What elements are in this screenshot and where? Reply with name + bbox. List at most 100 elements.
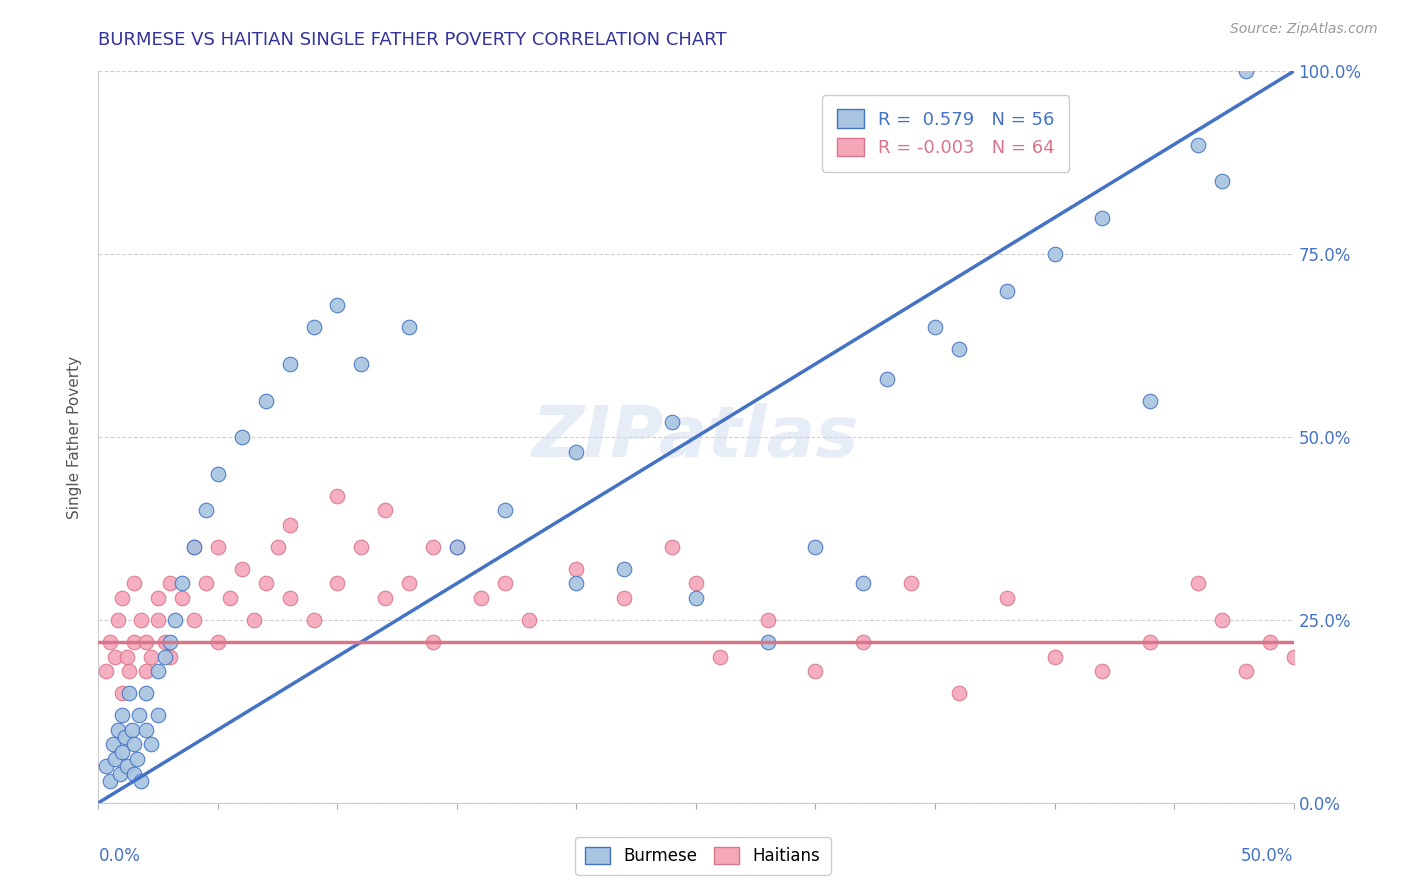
Point (231, 562, 253, 576)
Point (924, 320, 946, 334)
Point (124, 766, 146, 780)
Point (159, 649, 181, 664)
Point (98, 773, 122, 788)
Point (995, 284, 1018, 298)
Point (661, 416, 683, 430)
Point (278, 517, 301, 532)
Point (613, 591, 636, 605)
Point (1211, 174, 1233, 188)
Point (1187, 576, 1209, 591)
Point (876, 371, 898, 385)
Point (183, 540, 205, 554)
Point (1139, 635, 1161, 649)
Point (1258, 635, 1281, 649)
Point (128, 708, 150, 723)
Point (115, 649, 138, 664)
Point (446, 540, 468, 554)
Point (183, 613, 205, 627)
Point (135, 635, 157, 649)
Point (135, 664, 157, 678)
Text: Source: ZipAtlas.com: Source: ZipAtlas.com (1230, 22, 1378, 37)
Point (159, 635, 181, 649)
Point (195, 576, 218, 591)
Point (207, 467, 229, 481)
Point (148, 613, 170, 627)
Point (254, 576, 277, 591)
Point (302, 613, 325, 627)
Point (104, 649, 127, 664)
Point (163, 613, 186, 627)
Point (565, 576, 588, 591)
Point (219, 591, 242, 605)
Point (852, 576, 875, 591)
Point (948, 686, 970, 700)
Point (172, 576, 194, 591)
Point (101, 737, 124, 751)
Point (494, 503, 516, 517)
Point (231, 430, 253, 444)
Point (148, 591, 170, 605)
Point (470, 591, 492, 605)
Point (195, 503, 218, 517)
Point (135, 686, 157, 700)
Point (111, 591, 134, 605)
Point (422, 540, 444, 554)
Text: BURMESE VS HAITIAN SINGLE FATHER POVERTY CORRELATION CHART: BURMESE VS HAITIAN SINGLE FATHER POVERTY… (98, 31, 727, 49)
Point (139, 737, 162, 751)
Point (159, 576, 181, 591)
Point (350, 540, 373, 554)
Text: 0.0%: 0.0% (98, 847, 141, 864)
Point (107, 613, 129, 627)
Point (135, 723, 157, 737)
Point (685, 591, 707, 605)
Point (148, 708, 170, 723)
Point (148, 664, 170, 678)
Point (131, 773, 153, 788)
Point (94, 759, 117, 773)
Point (1139, 393, 1161, 408)
Point (1282, 649, 1305, 664)
Point (114, 730, 136, 744)
Point (756, 635, 779, 649)
Legend: R =  0.579   N = 56, R = -0.003   N = 64: R = 0.579 N = 56, R = -0.003 N = 64 (823, 95, 1070, 171)
Point (1091, 664, 1114, 678)
Point (98, 635, 122, 649)
Point (995, 591, 1018, 605)
Point (115, 759, 138, 773)
Point (131, 613, 153, 627)
Point (326, 576, 349, 591)
Point (207, 635, 229, 649)
Point (1234, 64, 1257, 78)
Point (118, 686, 141, 700)
Point (374, 591, 396, 605)
Point (948, 343, 970, 357)
Point (1091, 211, 1114, 225)
Point (302, 320, 325, 334)
Point (278, 591, 301, 605)
Point (124, 635, 146, 649)
Point (207, 540, 229, 554)
Point (111, 686, 134, 700)
Point (661, 540, 683, 554)
Point (804, 540, 827, 554)
Point (125, 752, 148, 766)
Point (124, 737, 146, 751)
Text: 50.0%: 50.0% (1241, 847, 1294, 864)
Point (326, 489, 349, 503)
Point (517, 613, 540, 627)
Point (709, 649, 731, 664)
Point (900, 576, 922, 591)
Legend: Burmese, Haitians: Burmese, Haitians (575, 837, 831, 875)
Point (756, 613, 779, 627)
Point (446, 540, 468, 554)
Text: ZIPatlas: ZIPatlas (533, 402, 859, 472)
Point (1234, 664, 1257, 678)
Point (254, 393, 277, 408)
Point (139, 649, 162, 664)
Point (183, 540, 205, 554)
Point (374, 503, 396, 517)
Point (155, 649, 177, 664)
Point (565, 444, 588, 458)
Point (613, 562, 636, 576)
Point (1211, 613, 1233, 627)
